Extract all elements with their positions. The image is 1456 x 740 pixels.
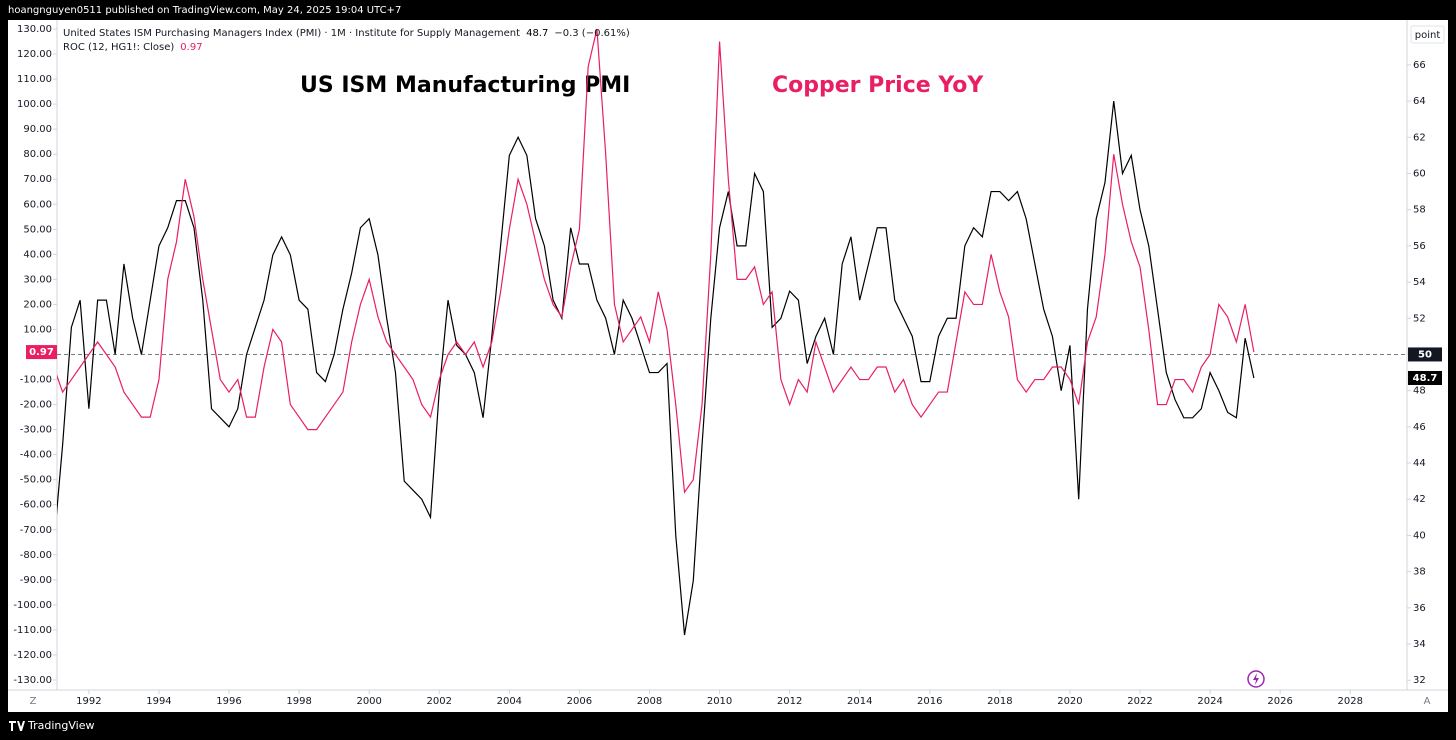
y2-tick-label: 34 [1413, 639, 1426, 650]
y-tick-label: -130.00 [13, 675, 52, 686]
y-tick-label: -30.00 [20, 425, 52, 436]
last-value-box [1408, 370, 1442, 385]
y-tick-label: 80.00 [23, 149, 52, 160]
y2-tick-label: 44 [1413, 458, 1426, 469]
x-tick-label: 1994 [146, 696, 171, 707]
y2-tick-label: 66 [1413, 60, 1426, 71]
y-tick-label: 50.00 [23, 224, 52, 235]
x-tick-label: 2010 [707, 696, 732, 707]
plot [57, 28, 1255, 636]
y2-tick-label: 32 [1413, 675, 1426, 686]
header: hoangnguyen0511 published on TradingView… [8, 5, 401, 16]
x-tick-label: 1998 [286, 696, 311, 707]
legend-value: 0.97 [180, 42, 202, 53]
last-value-box [26, 345, 57, 360]
panel [8, 20, 1448, 712]
y-tick-label: -20.00 [20, 400, 52, 411]
x-tick-label: 2008 [637, 696, 662, 707]
x-tick-label: 2022 [1127, 696, 1152, 707]
x-tick-label: 2014 [847, 696, 872, 707]
x-tick-label: 2016 [917, 696, 942, 707]
y-tick-label: -100.00 [13, 600, 52, 611]
y2-tick-label: 60 [1413, 168, 1426, 179]
annotation: US ISM Manufacturing PMI [300, 73, 630, 98]
y2-tick-label: 54 [1413, 277, 1426, 288]
legend-value: 48.7 [526, 28, 548, 39]
last-value-label: 0.97 [29, 347, 54, 358]
y-tick-label: -90.00 [20, 575, 52, 586]
x-tick-label: 2006 [567, 696, 592, 707]
y-tick-label: -70.00 [20, 525, 52, 536]
series-line [57, 101, 1255, 636]
y2-tick-label: 64 [1413, 96, 1426, 107]
x-tick-label: 2004 [497, 696, 522, 707]
legend-entry: ROC (12, HG1!: Close) 0.97 [63, 42, 203, 53]
x-tick-label: 1992 [76, 696, 101, 707]
x-tick-label: 2018 [987, 696, 1012, 707]
y-tick-label: -50.00 [20, 475, 52, 486]
y-tick-label: 120.00 [17, 49, 52, 60]
annotation: Copper Price YoY [772, 73, 984, 98]
y-tick-label: -10.00 [20, 375, 52, 386]
legend-entry: United States ISM Purchasing Managers In… [63, 28, 630, 39]
y2-tick-label: 58 [1413, 205, 1426, 216]
y-tick-label: -40.00 [20, 450, 52, 461]
y-tick-label: -80.00 [20, 550, 52, 561]
y-tick-label: 40.00 [23, 249, 52, 260]
scale-button[interactable]: Z [30, 696, 37, 707]
y-tick-label: -120.00 [13, 650, 52, 661]
unit-label: point [1415, 30, 1441, 41]
y-tick-label: 10.00 [23, 324, 52, 335]
y2-tick-label: 36 [1413, 603, 1426, 614]
y2-tick-label: 40 [1413, 530, 1426, 541]
unit-box [1410, 25, 1445, 44]
y-tick-label: -110.00 [13, 625, 52, 636]
y-tick-label: 110.00 [17, 74, 52, 85]
ref-value-box [1408, 347, 1442, 362]
y-tick-label: 70.00 [23, 174, 52, 185]
y-tick-label: 100.00 [17, 99, 52, 110]
x-tick-label: 2020 [1057, 696, 1082, 707]
y2-tick-label: 62 [1413, 132, 1426, 143]
y-tick-label: 20.00 [23, 299, 52, 310]
y2-tick-label: 42 [1413, 494, 1426, 505]
footer: TradingView [27, 719, 94, 732]
series-line [57, 28, 1255, 494]
x-tick-label: 2012 [777, 696, 802, 707]
last-value-label: 48.7 [1413, 373, 1438, 384]
x-tick-label: 2026 [1267, 696, 1292, 707]
x-tick-label: 2028 [1338, 696, 1363, 707]
x-tick-label: 2000 [356, 696, 381, 707]
scale-button[interactable]: A [1424, 696, 1431, 707]
y2-tick-label: 48 [1413, 386, 1426, 397]
logo [9, 721, 25, 731]
y2-tick-label: 46 [1413, 422, 1426, 433]
y-tick-label: 30.00 [23, 274, 52, 285]
ref-value-label: 50 [1418, 349, 1432, 360]
y2-tick-label: 52 [1413, 313, 1426, 324]
legend-change: −0.3 (−0.61%) [554, 28, 630, 39]
y2-tick-label: 38 [1413, 567, 1426, 578]
legend-name: ROC (12, HG1!: Close) [63, 42, 174, 53]
x-tick-label: 1996 [216, 696, 241, 707]
y-tick-label: -60.00 [20, 500, 52, 511]
x-tick-label: 2002 [427, 696, 452, 707]
y-tick-label: 60.00 [23, 199, 52, 210]
event-icon-bolt [1253, 673, 1259, 685]
y2-tick-label: 56 [1413, 241, 1426, 252]
y-tick-label: 130.00 [17, 24, 52, 35]
x-tick-label: 2024 [1197, 696, 1222, 707]
legend-name: United States ISM Purchasing Managers In… [63, 28, 520, 39]
y-tick-label: 90.00 [23, 124, 52, 135]
